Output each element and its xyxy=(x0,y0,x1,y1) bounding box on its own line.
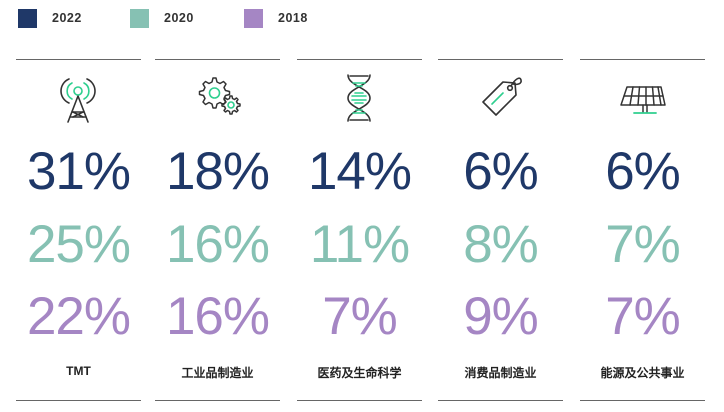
column-bottom-divider xyxy=(155,400,280,401)
value-2022: 6% xyxy=(463,142,539,201)
value-2022: 6% xyxy=(605,142,681,201)
value-2018: 22% xyxy=(26,287,131,346)
column-top-divider xyxy=(297,59,422,60)
sector-label: TMT xyxy=(66,364,91,378)
column-top-divider xyxy=(155,59,280,60)
sector-label: 能源及公共事业 xyxy=(600,366,685,380)
legend-label-2022: 2022 xyxy=(52,11,82,25)
sector-column-industrial: 18% 16% 16% 工业品制造业 xyxy=(155,59,280,401)
legend-swatch-2020 xyxy=(130,9,149,28)
column-bottom-divider xyxy=(16,400,141,401)
solar-panel-icon xyxy=(617,72,667,124)
legend-label-2018: 2018 xyxy=(278,11,308,25)
value-2018: 7% xyxy=(605,287,681,346)
value-2022: 18% xyxy=(165,142,270,201)
column-top-divider xyxy=(438,59,563,60)
value-2018: 9% xyxy=(463,287,539,346)
value-2020: 8% xyxy=(463,215,539,274)
sector-label: 工业品制造业 xyxy=(181,366,254,380)
legend-label-2020: 2020 xyxy=(164,11,194,25)
price-tag-icon xyxy=(475,72,525,124)
column-bottom-divider xyxy=(438,400,563,401)
column-bottom-divider xyxy=(580,400,705,401)
column-bottom-divider xyxy=(297,400,422,401)
legend-swatch-2022 xyxy=(18,9,37,28)
sector-label: 消费品制造业 xyxy=(464,366,537,380)
sector-label: 医药及生命科学 xyxy=(317,366,402,380)
sector-column-consumer: 6% 8% 9% 消费品制造业 xyxy=(438,59,563,401)
value-2020: 11% xyxy=(309,215,410,274)
legend-swatch-2018 xyxy=(244,9,263,28)
dna-icon xyxy=(334,72,384,124)
value-2020: 7% xyxy=(605,215,681,274)
value-2022: 31% xyxy=(26,142,131,201)
value-2020: 25% xyxy=(26,215,131,274)
sector-column-tmt: 31% 25% 22% TMT xyxy=(16,59,141,401)
broadcast-tower-icon xyxy=(53,72,103,124)
column-top-divider xyxy=(580,59,705,60)
sector-column-life-sciences: 14% 11% 7% 医药及生命科学 xyxy=(297,59,422,401)
value-2022: 14% xyxy=(307,142,412,201)
column-top-divider xyxy=(16,59,141,60)
value-2018: 7% xyxy=(322,287,398,346)
sector-column-energy: 6% 7% 7% 能源及公共事业 xyxy=(580,59,705,401)
value-2020: 16% xyxy=(165,215,270,274)
legend: 2022 2020 2018 xyxy=(18,9,338,29)
value-2018: 16% xyxy=(165,287,270,346)
gears-icon xyxy=(192,72,242,124)
